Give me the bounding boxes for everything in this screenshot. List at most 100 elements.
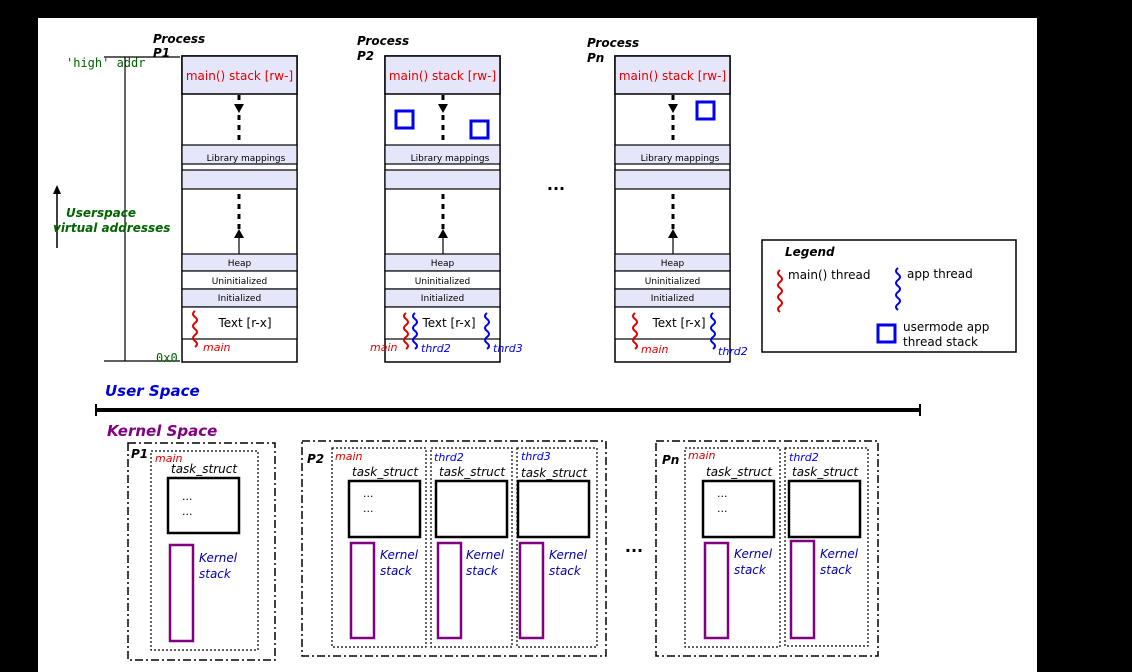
svg-text:stack: stack — [734, 563, 767, 577]
svg-text:...: ... — [717, 487, 728, 500]
svg-text:Kernel: Kernel — [466, 548, 505, 562]
svg-text:Initialized: Initialized — [421, 294, 464, 304]
svg-text:...: ... — [363, 487, 374, 500]
svg-text:Heap: Heap — [431, 259, 455, 269]
svg-text:Heap: Heap — [661, 259, 685, 269]
process-p2: Process P2 main() stack [rw-] Library ma… — [357, 34, 523, 363]
svg-text:Pn: Pn — [587, 51, 604, 65]
high-addr-label: 'high' addr — [66, 56, 145, 70]
svg-text:Uninitialized: Uninitialized — [415, 277, 471, 287]
kernel-ellipsis: ... — [625, 537, 643, 556]
svg-text:Text [r-x]: Text [r-x] — [217, 316, 271, 330]
svg-text:main() thread: main() thread — [788, 268, 871, 282]
process-p1: Process P1 main() stack [rw-] Library ma… — [153, 32, 298, 363]
app-thread-icon — [484, 312, 490, 350]
heap-grow-arrow-icon — [234, 229, 244, 238]
svg-text:Uninitialized: Uninitialized — [645, 277, 701, 287]
svg-text:app thread: app thread — [907, 267, 973, 281]
library-segment — [181, 144, 298, 165]
svg-text:thrd3: thrd3 — [493, 342, 523, 355]
process-title-line1: Process — [153, 32, 205, 46]
svg-text:main: main — [688, 449, 716, 462]
svg-text:thrd2: thrd2 — [789, 451, 819, 464]
svg-text:main: main — [370, 341, 398, 354]
svg-text:main: main — [155, 452, 183, 465]
svg-text:stack: stack — [380, 564, 413, 578]
svg-text:thread stack: thread stack — [903, 335, 978, 349]
svg-text:...: ... — [182, 490, 193, 503]
kernel-group-pn: Pn main task_struct ... ... Kernel stack… — [655, 440, 879, 657]
kernel-space-label: Kernel Space — [107, 422, 217, 440]
process-pn: Process Pn main() stack [rw-] Library ma… — [587, 36, 748, 363]
svg-text:thrd2: thrd2 — [434, 451, 464, 464]
svg-text:Kernel: Kernel — [734, 547, 773, 561]
kernel-group-p2: P2 main task_struct ... ... Kernel stack… — [301, 440, 607, 657]
main-thread-icon — [192, 310, 198, 348]
svg-text:Pn: Pn — [662, 453, 679, 467]
svg-text:task_struct: task_struct — [706, 465, 773, 479]
app-thread-stack-icon — [469, 119, 490, 140]
svg-text:main: main — [335, 450, 363, 463]
main-thread-icon — [403, 312, 409, 350]
svg-text:...: ... — [182, 505, 193, 518]
svg-text:Initialized: Initialized — [651, 294, 694, 304]
svg-text:main() stack [rw-]: main() stack [rw-] — [389, 69, 496, 83]
axis-label-line1: Userspace — [66, 206, 136, 220]
text-segment — [181, 306, 298, 340]
legend: Legend main() thread app thread usermode… — [761, 239, 1017, 353]
svg-text:thrd3: thrd3 — [521, 450, 551, 463]
svg-text:P2: P2 — [307, 452, 324, 466]
svg-text:stack: stack — [199, 567, 232, 581]
svg-text:...: ... — [717, 502, 728, 515]
svg-text:Kernel: Kernel — [380, 548, 419, 562]
svg-text:Library mappings: Library mappings — [411, 154, 490, 164]
svg-text:task_struct: task_struct — [352, 465, 419, 479]
app-thread-icon — [710, 312, 716, 350]
process-title-line2: P1 — [153, 46, 170, 60]
svg-text:Library mappings: Library mappings — [207, 154, 286, 164]
svg-text:Text [r-x]: Text [r-x] — [651, 316, 705, 330]
svg-text:Uninitialized: Uninitialized — [212, 277, 268, 287]
svg-text:thrd2: thrd2 — [421, 342, 451, 355]
svg-text:P1: P1 — [131, 447, 148, 461]
app-thread-stack-icon — [394, 109, 415, 130]
kernel-stack-box — [168, 543, 195, 643]
svg-text:stack: stack — [820, 563, 853, 577]
svg-text:Library mappings: Library mappings — [641, 154, 720, 164]
svg-text:Heap: Heap — [228, 259, 252, 269]
svg-text:Process: Process — [587, 36, 639, 50]
svg-text:main: main — [203, 341, 231, 354]
app-thread-icon — [412, 312, 418, 350]
svg-text:Text [r-x]: Text [r-x] — [421, 316, 475, 330]
stack-grow-arrow-icon — [234, 104, 244, 113]
svg-text:Kernel: Kernel — [549, 548, 588, 562]
kernel-group-p1: P1 main task_struct ... ... Kernel stack — [127, 442, 276, 661]
svg-text:Kernel: Kernel — [820, 547, 859, 561]
address-axis: 'high' addr 0x0 Userspace virtual addres… — [53, 56, 180, 365]
app-thread-stack-icon — [695, 100, 716, 121]
svg-text:Kernel: Kernel — [199, 551, 238, 565]
user-kernel-divider — [95, 404, 921, 416]
svg-text:main: main — [641, 343, 669, 356]
main-thread-icon — [632, 312, 638, 350]
process-ellipsis: ... — [547, 175, 565, 194]
svg-text:main() stack [rw-]: main() stack [rw-] — [619, 69, 726, 83]
stack-segment — [181, 55, 298, 95]
svg-text:stack: stack — [466, 564, 499, 578]
svg-text:...: ... — [363, 502, 374, 515]
svg-text:main() stack [rw-]: main() stack [rw-] — [186, 69, 293, 83]
axis-label-line2: virtual addresses — [53, 221, 170, 235]
svg-text:task_struct: task_struct — [439, 465, 506, 479]
svg-text:Process: Process — [357, 34, 409, 48]
user-space-label: User Space — [105, 382, 200, 400]
svg-text:Initialized: Initialized — [218, 294, 261, 304]
main-thread-icon — [777, 269, 783, 313]
svg-text:P2: P2 — [357, 49, 374, 63]
app-thread-stack-icon — [876, 323, 897, 344]
task-struct-box — [166, 476, 241, 535]
app-thread-icon — [895, 267, 901, 311]
zero-addr-label: 0x0 — [156, 351, 178, 365]
svg-text:task_struct: task_struct — [521, 466, 588, 480]
svg-text:stack: stack — [549, 564, 582, 578]
